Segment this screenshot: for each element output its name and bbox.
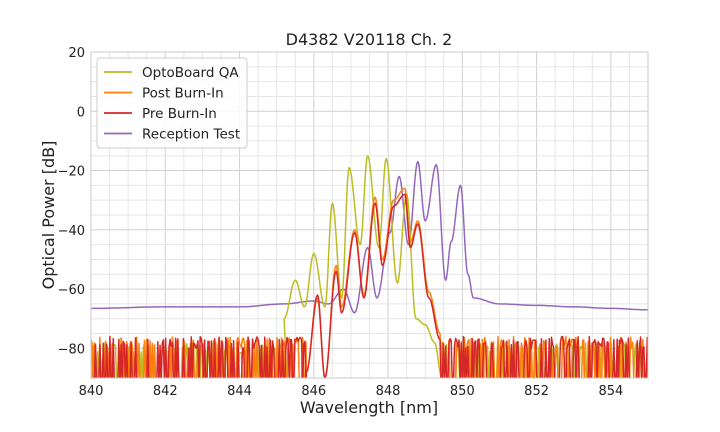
chart-title: D4382 V20118 Ch. 2 (286, 30, 453, 49)
legend-box (96, 57, 248, 149)
legend-label: OptoBoard QA (142, 65, 239, 81)
legend-label: Post Burn-In (142, 86, 224, 102)
plot-frame (90, 51, 649, 379)
x-tick-label: 840 (79, 384, 104, 399)
x-ticks: 840 842 844 846 848 850 852 854 (79, 384, 624, 399)
series-layer (91, 154, 648, 378)
x-tick-label: 848 (376, 384, 401, 399)
x-tick-label: 850 (450, 384, 475, 399)
x-tick-label: 842 (153, 384, 178, 399)
y-tick-label: −80 (58, 342, 85, 357)
x-tick-label: 854 (598, 384, 623, 399)
y-ticks: 20 0 −20 −40 −60 −80 (58, 46, 85, 357)
legend-label: Pre Burn-In (142, 106, 217, 122)
y-tick-label: −20 (58, 165, 85, 180)
x-tick-label: 846 (301, 384, 326, 399)
series-line-pre-burn-in (93, 193, 648, 378)
y-tick-label: 0 (77, 105, 85, 120)
legend-label: Reception Test (142, 127, 240, 143)
y-tick-label: −40 (58, 224, 85, 239)
x-tick-label: 852 (524, 384, 549, 399)
x-tick-label: 844 (227, 384, 252, 399)
y-axis-label: Optical Power [dB] (39, 141, 58, 290)
x-axis-label: Wavelength [nm] (300, 398, 438, 417)
y-tick-label: 20 (68, 46, 85, 61)
y-tick-label: −60 (58, 283, 85, 298)
legend: OptoBoard QA Post Burn-In Pre Burn-In Recep… (96, 57, 248, 149)
